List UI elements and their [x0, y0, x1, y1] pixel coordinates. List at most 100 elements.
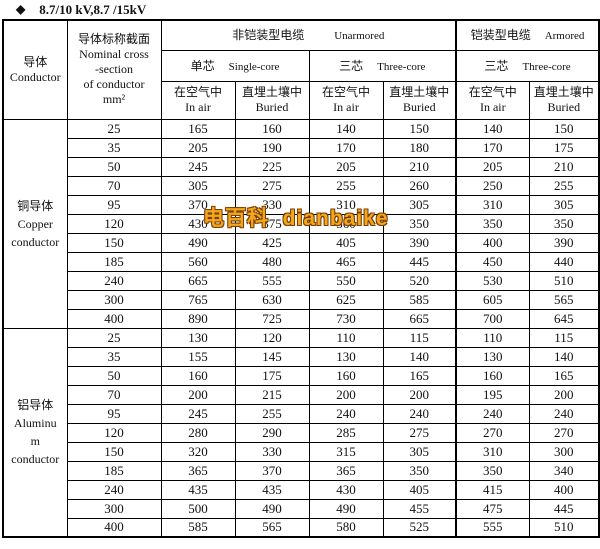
ampacity-value: 140	[455, 118, 530, 139]
ampacity-value: 270	[528, 422, 600, 443]
ampacity-value: 350	[382, 460, 457, 481]
ampacity-value: 165	[528, 365, 600, 386]
table-row: 95 245 255 240 240 240 240	[3, 403, 600, 424]
header-in-air: 在空气中 In air	[308, 80, 384, 120]
ampacity-value: 305	[382, 194, 457, 215]
ampacity-value: 430	[160, 213, 236, 234]
ampacity-value: 170	[308, 137, 384, 158]
ampacity-value: 120	[234, 327, 310, 348]
ampacity-value: 285	[308, 422, 384, 443]
ampacity-value: 430	[308, 479, 384, 500]
ampacity-value: 275	[382, 422, 457, 443]
ampacity-value: 435	[234, 479, 310, 500]
ampacity-value: 360	[308, 213, 384, 234]
table-row: 150 490 425 405 390 400 390	[3, 232, 600, 253]
table-row: 50 160 175 160 165 160 165	[3, 365, 600, 386]
cross-section-value: 35	[66, 346, 162, 367]
ampacity-value: 305	[528, 194, 600, 215]
ampacity-value: 305	[382, 441, 457, 462]
ampacity-value: 155	[160, 346, 236, 367]
ampacity-value: 330	[234, 194, 310, 215]
ampacity-value: 405	[308, 232, 384, 253]
ampacity-value: 890	[160, 308, 236, 329]
cross-section-value: 185	[66, 460, 162, 481]
table-row: 300 500 490 490 455 475 445	[3, 498, 600, 519]
ampacity-value: 175	[234, 365, 310, 386]
header-armored-en: Armored	[544, 30, 585, 43]
cross-section-value: 400	[66, 517, 162, 538]
cross-section-value: 50	[66, 156, 162, 177]
ampacity-value: 375	[234, 213, 310, 234]
ampacity-value: 440	[528, 251, 600, 272]
cross-section-value: 150	[66, 441, 162, 462]
ampacity-value: 150	[528, 118, 600, 139]
table-row: 95 370 330 310 305 310 305	[3, 194, 600, 215]
ampacity-value: 180	[382, 137, 457, 158]
header-three-core-cn: 三芯	[484, 58, 509, 73]
ampacity-value: 205	[308, 156, 384, 177]
ampacity-value: 225	[234, 156, 310, 177]
ampacity-value: 390	[528, 232, 600, 253]
ampacity-value: 340	[528, 460, 600, 481]
cross-section-value: 400	[66, 308, 162, 329]
ampacity-value: 310	[308, 194, 384, 215]
table-row: 35 155 145 130 140 130 140	[3, 346, 600, 367]
ampacity-value: 645	[528, 308, 600, 329]
header-unarmored-cn: 非铠装型电缆	[232, 28, 305, 43]
ampacity-value: 435	[160, 479, 236, 500]
cross-section-value: 95	[66, 194, 162, 215]
cross-section-value: 300	[66, 289, 162, 310]
ampacity-value: 525	[382, 517, 457, 538]
ampacity-value: 350	[382, 213, 457, 234]
ampacity-value: 160	[234, 118, 310, 139]
cross-section-value: 120	[66, 213, 162, 234]
ampacity-value: 400	[528, 479, 600, 500]
cross-section-value: 150	[66, 232, 162, 253]
conductor-section-label: 铜导体 Copper conductor	[2, 118, 68, 329]
ampacity-value: 490	[234, 498, 310, 519]
header-in-air: 在空气中 In air	[455, 80, 530, 120]
cross-section-value: 50	[66, 365, 162, 386]
ampacity-value: 205	[160, 137, 236, 158]
ampacity-value: 190	[234, 137, 310, 158]
ampacity-value: 115	[382, 327, 457, 348]
ampacity-value: 165	[382, 365, 457, 386]
ampacity-value: 330	[234, 441, 310, 462]
header-armored-cn: 铠装型电缆	[470, 28, 531, 43]
ampacity-value: 700	[455, 308, 530, 329]
ampacity-value: 555	[234, 270, 310, 291]
header-unarmored-en: Unarmored	[334, 30, 385, 43]
ampacity-value: 240	[528, 403, 600, 424]
ampacity-value: 270	[455, 422, 530, 443]
table-row: 120 280 290 285 275 270 270	[3, 422, 600, 443]
cross-section-value: 35	[66, 137, 162, 158]
header-conductor: 导体 Conductor	[2, 19, 68, 120]
header-armored: 铠装型电缆 Armored	[455, 19, 600, 51]
table-row: 150 320 330 315 305 310 300	[3, 441, 600, 462]
ampacity-value: 160	[308, 365, 384, 386]
ampacity-value: 255	[234, 403, 310, 424]
ampacity-value: 465	[308, 251, 384, 272]
ampacity-value: 280	[160, 422, 236, 443]
header-three-core-en: Three-core	[377, 60, 426, 73]
ampacity-value: 110	[455, 327, 530, 348]
ampacity-value: 370	[234, 460, 310, 481]
table-row: 50 245 225 205 210 205 210	[3, 156, 600, 177]
table-row: 400 585 565 580 525 555 510	[3, 517, 600, 538]
table-row: 70 305 275 255 260 250 255	[3, 175, 600, 196]
ampacity-value: 140	[528, 346, 600, 367]
conductor-section-label: 铝导体 Aluminu m conductor	[2, 327, 68, 538]
ampacity-value: 765	[160, 289, 236, 310]
ampacity-value: 530	[455, 270, 530, 291]
header-buried: 直埋土壤中 Buried	[528, 80, 600, 120]
table-row: 120 430 375 360 350 350 350	[3, 213, 600, 234]
ampacity-value: 605	[455, 289, 530, 310]
ampacity-value: 400	[455, 232, 530, 253]
table-row: 240 665 555 550 520 530 510	[3, 270, 600, 291]
ampacity-value: 140	[308, 118, 384, 139]
ampacity-value: 370	[160, 194, 236, 215]
ampacity-value: 130	[455, 346, 530, 367]
ampacity-value: 200	[528, 384, 600, 405]
ampacity-value: 305	[160, 175, 236, 196]
ampacity-value: 245	[160, 403, 236, 424]
